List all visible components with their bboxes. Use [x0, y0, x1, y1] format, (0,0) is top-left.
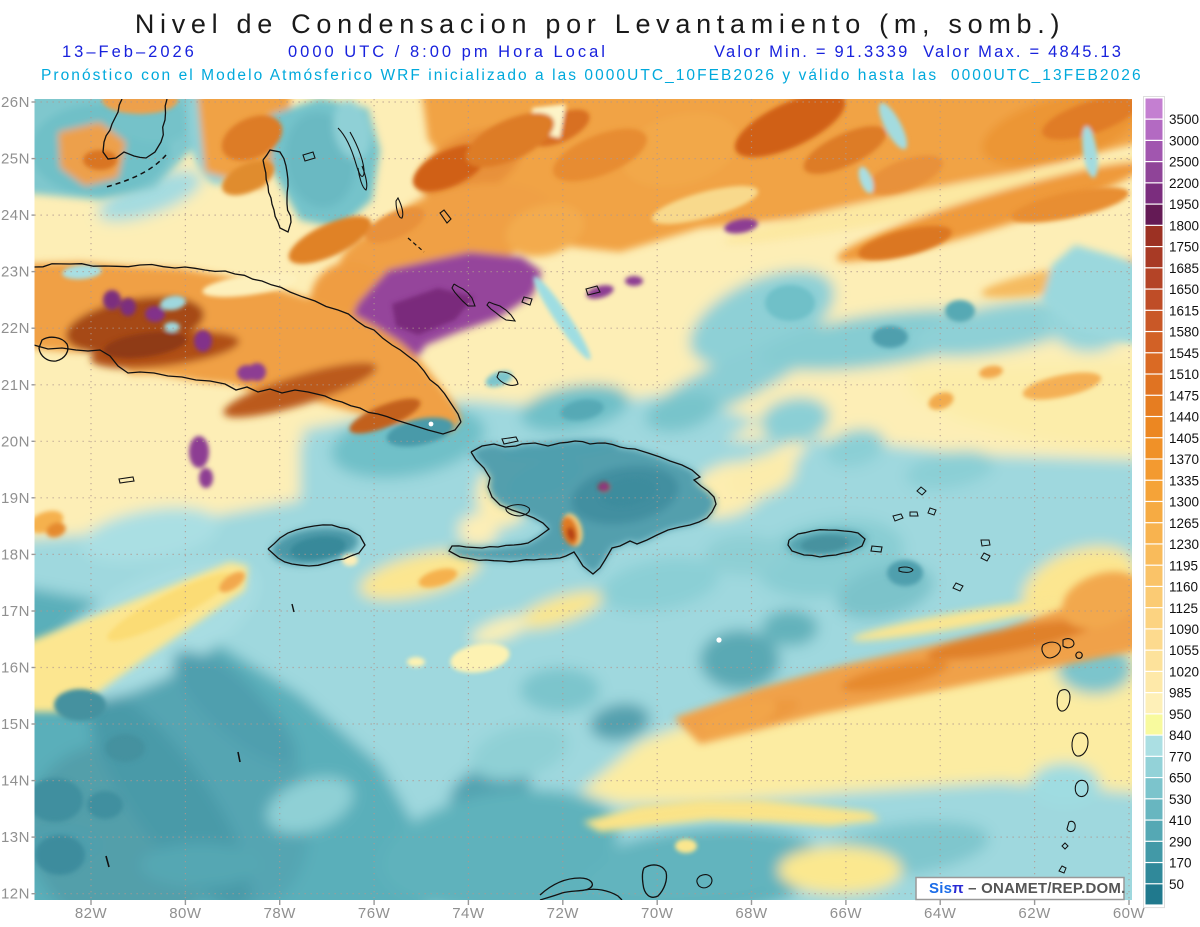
svg-text:82W: 82W — [75, 905, 108, 922]
svg-text:66W: 66W — [830, 905, 863, 922]
svg-text:16N: 16N — [1, 660, 30, 677]
svg-text:76W: 76W — [358, 905, 391, 922]
svg-text:1650: 1650 — [1169, 282, 1199, 297]
svg-text:530: 530 — [1169, 792, 1192, 807]
svg-text:74W: 74W — [452, 905, 485, 922]
svg-text:62W: 62W — [1018, 905, 1051, 922]
svg-text:1685: 1685 — [1169, 261, 1199, 276]
svg-text:Valor Min. = 91.3339 Valor Ma: Valor Min. = 91.3339 Valor Max. = 4845.1… — [714, 43, 1123, 61]
svg-text:50: 50 — [1169, 877, 1184, 892]
svg-text:1160: 1160 — [1169, 580, 1198, 595]
svg-text:1950: 1950 — [1169, 197, 1199, 212]
svg-text:650: 650 — [1169, 771, 1192, 786]
svg-text:20N: 20N — [1, 433, 30, 450]
svg-text:19N: 19N — [1, 490, 30, 507]
svg-text:1475: 1475 — [1169, 388, 1199, 403]
svg-text:24N: 24N — [1, 207, 30, 224]
svg-text:15N: 15N — [1, 716, 30, 733]
svg-text:1580: 1580 — [1169, 325, 1199, 340]
svg-text:18N: 18N — [1, 546, 30, 563]
svg-text:Sisπ – ONAMET/REP.DOM.: Sisπ – ONAMET/REP.DOM. — [929, 880, 1126, 897]
svg-text:950: 950 — [1169, 707, 1192, 722]
svg-text:25N: 25N — [1, 151, 30, 168]
svg-text:2500: 2500 — [1169, 155, 1199, 170]
svg-text:3000: 3000 — [1169, 134, 1199, 149]
svg-text:1020: 1020 — [1169, 665, 1199, 680]
svg-text:170: 170 — [1169, 856, 1192, 871]
svg-text:21N: 21N — [1, 377, 30, 394]
svg-text:1195: 1195 — [1169, 558, 1198, 573]
svg-text:12N: 12N — [1, 886, 30, 903]
svg-text:80W: 80W — [169, 905, 202, 922]
svg-text:68W: 68W — [735, 905, 768, 922]
svg-text:Pronóstico con el Modelo Atmós: Pronóstico con el Modelo Atmósferico WRF… — [41, 67, 1143, 84]
svg-text:Nivel de Condensacion por Leva: Nivel de Condensacion por Levantamiento … — [135, 9, 1065, 39]
svg-text:70W: 70W — [641, 905, 674, 922]
svg-text:14N: 14N — [1, 773, 30, 790]
svg-text:0000 UTC / 8:00 pm Hora Local: 0000 UTC / 8:00 pm Hora Local — [288, 43, 608, 61]
svg-text:1055: 1055 — [1169, 643, 1199, 658]
svg-text:60W: 60W — [1113, 905, 1146, 922]
svg-text:2200: 2200 — [1169, 176, 1199, 191]
svg-text:1335: 1335 — [1169, 473, 1199, 488]
svg-text:1750: 1750 — [1169, 240, 1199, 255]
svg-text:17N: 17N — [1, 603, 30, 620]
svg-text:770: 770 — [1169, 749, 1192, 764]
svg-text:23N: 23N — [1, 264, 30, 281]
svg-text:1405: 1405 — [1169, 431, 1199, 446]
svg-text:1440: 1440 — [1169, 410, 1199, 425]
svg-text:26N: 26N — [1, 94, 30, 111]
svg-text:1125: 1125 — [1169, 601, 1198, 616]
svg-text:1370: 1370 — [1169, 452, 1199, 467]
svg-text:1545: 1545 — [1169, 346, 1199, 361]
svg-text:13–Feb–2026: 13–Feb–2026 — [62, 43, 197, 61]
svg-text:72W: 72W — [547, 905, 580, 922]
svg-text:1510: 1510 — [1169, 367, 1199, 382]
svg-text:64W: 64W — [924, 905, 957, 922]
svg-text:1800: 1800 — [1169, 218, 1199, 233]
svg-text:78W: 78W — [264, 905, 297, 922]
svg-text:1230: 1230 — [1169, 537, 1199, 552]
svg-text:985: 985 — [1169, 686, 1192, 701]
svg-text:1265: 1265 — [1169, 516, 1199, 531]
svg-text:13N: 13N — [1, 829, 30, 846]
svg-text:1090: 1090 — [1169, 622, 1199, 637]
svg-text:22N: 22N — [1, 320, 30, 337]
svg-text:1615: 1615 — [1169, 303, 1199, 318]
svg-text:410: 410 — [1169, 813, 1192, 828]
svg-text:840: 840 — [1169, 728, 1192, 743]
svg-text:3500: 3500 — [1169, 112, 1199, 127]
svg-text:1300: 1300 — [1169, 495, 1199, 510]
svg-text:290: 290 — [1169, 834, 1192, 849]
